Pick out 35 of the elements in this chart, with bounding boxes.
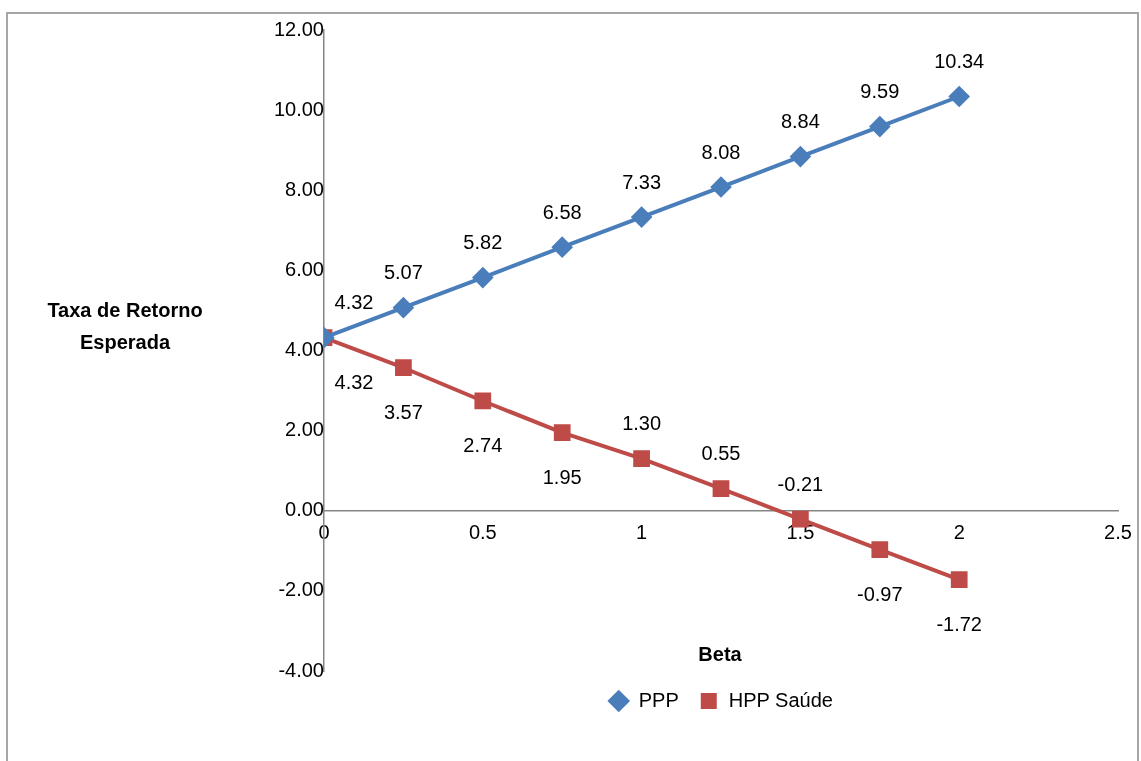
data-label: -0.21 [777,472,824,495]
data-label: 2.74 [463,434,503,457]
data-label: 3.57 [383,401,423,424]
y-tick-label: -4.00 [278,658,324,681]
data-label: 6.58 [542,200,582,223]
data-label: 0.55 [701,442,741,465]
x-tick-label: 0.5 [468,521,497,544]
y-axis-title: Taxa de Retorno Esperada [46,298,204,355]
data-label: -0.97 [857,583,903,606]
x-tick-label: 1 [636,521,648,544]
y-tick-label: 0.00 [285,498,324,521]
y-tick-label: 10.00 [273,97,324,120]
y-tick-label: -2.00 [278,578,324,601]
x-axis-title: Beta [697,643,743,666]
x-tick-label: 2 [953,521,965,544]
y-tick-label: 12.00 [273,17,324,40]
data-label: -1.72 [936,613,982,636]
y-tick-label: 2.00 [285,418,324,441]
legend-label: PPP [638,688,679,711]
data-label: 4.32 [334,371,374,394]
data-label: 5.82 [463,231,503,254]
data-label: 1.30 [622,412,662,435]
data-label: 8.08 [701,140,741,163]
data-label: 7.33 [622,170,662,193]
data-label: 1.95 [542,466,582,489]
y-tick-label: 4.00 [285,338,324,361]
y-tick-label: 8.00 [285,177,324,200]
data-label: 5.07 [383,261,423,284]
legend-label: HPP Saúde [728,688,833,711]
data-label: 9.59 [860,80,900,103]
data-label: 4.32 [334,291,374,314]
y-tick-label: 6.00 [285,257,324,280]
data-label: 10.34 [934,50,985,73]
x-tick-label: 2.5 [1104,521,1132,544]
data-label: 8.84 [780,110,820,133]
